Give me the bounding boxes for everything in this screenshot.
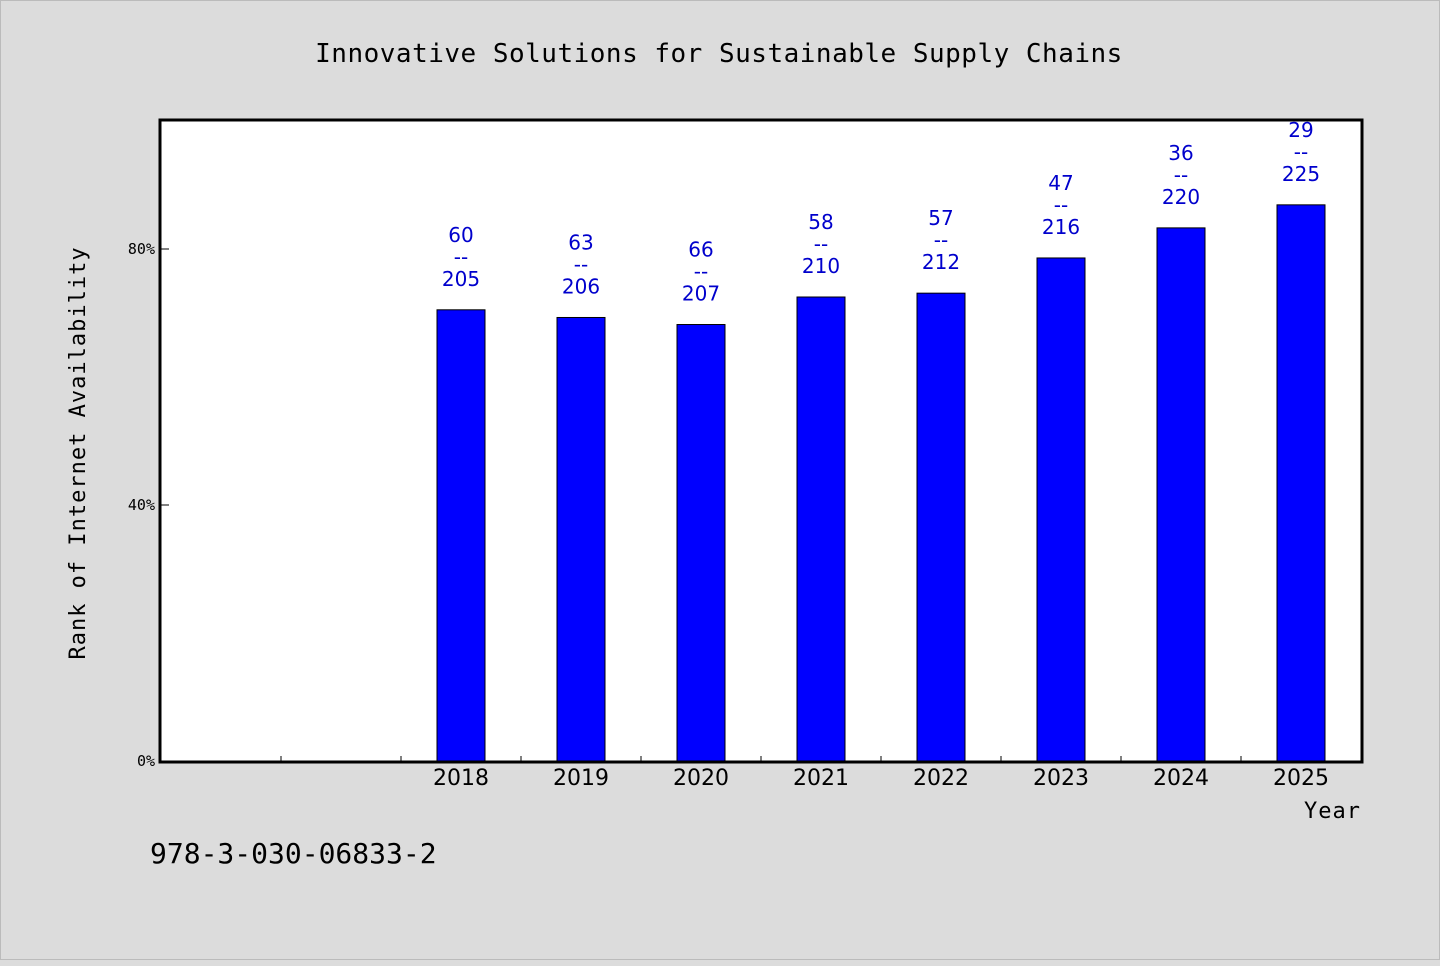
- data-label-2024: 36 --220: [1162, 141, 1200, 209]
- bar-2021: [796, 296, 846, 762]
- x-tick-label-2019: 2019: [553, 766, 609, 791]
- data-label-2022: 57 --212: [922, 206, 960, 274]
- data-label-2025: 29 --225: [1282, 118, 1320, 186]
- data-labels-group: 60 --205 63 --206 66 --207 58 --210 57 --212 47 --2…: [442, 118, 1320, 306]
- bar-2025: [1276, 204, 1326, 762]
- data-label-2021: 58 --210: [802, 210, 840, 278]
- chart-title: Innovative Solutions for Sustainable Sup…: [315, 39, 1123, 69]
- x-tick-label-2023: 2023: [1033, 766, 1089, 791]
- data-label-2018: 60 --205: [442, 223, 480, 291]
- y-tick-label: 40%: [128, 496, 155, 514]
- data-label-2020: 66 --207: [682, 238, 720, 306]
- x-tick-label-2021: 2021: [793, 766, 849, 791]
- footer-isbn: 978-3-030-06833-2: [150, 837, 437, 870]
- bar-2018: [436, 309, 486, 762]
- bar-2023: [1036, 257, 1086, 762]
- y-axis-label: Rank of Internet Availability: [66, 246, 91, 659]
- data-label-2019: 63 --206: [562, 230, 600, 298]
- x-axis-label: Year: [1304, 799, 1361, 824]
- y-tick-label: 80%: [128, 240, 155, 258]
- x-axis: 2018 2019 2020 2021 2022 2023 2024 2025: [280, 756, 1329, 791]
- bar-2020: [676, 324, 726, 762]
- bar-2019: [556, 316, 606, 762]
- bar-2022: [916, 292, 966, 762]
- x-tick-label-2025: 2025: [1273, 766, 1329, 791]
- y-tick-label: 0%: [137, 752, 155, 770]
- x-tick-label-2018: 2018: [433, 766, 489, 791]
- data-label-2023: 47 --216: [1042, 171, 1080, 239]
- bars-group: [436, 204, 1326, 762]
- y-axis: 0% 40% 80%: [128, 240, 169, 770]
- x-tick-label-2024: 2024: [1153, 766, 1209, 791]
- x-tick-label-2020: 2020: [673, 766, 729, 791]
- x-tick-label-2022: 2022: [913, 766, 969, 791]
- bar-2024: [1156, 227, 1206, 762]
